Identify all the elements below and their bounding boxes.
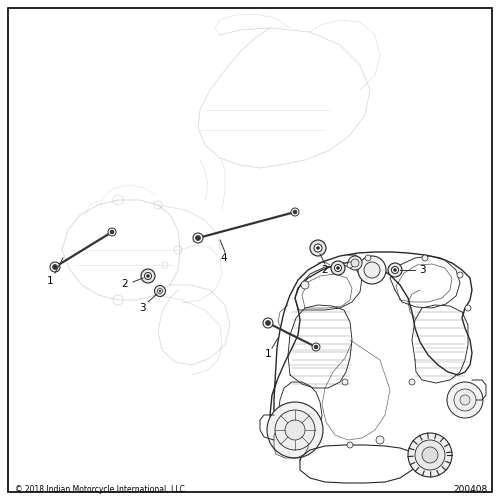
Circle shape (154, 286, 166, 296)
Circle shape (291, 208, 299, 216)
Text: 2: 2 (122, 279, 128, 289)
Circle shape (293, 210, 297, 214)
Circle shape (388, 263, 402, 277)
Text: 1: 1 (46, 276, 54, 286)
Circle shape (408, 433, 452, 477)
Circle shape (465, 305, 471, 311)
Text: 4: 4 (220, 253, 228, 263)
Circle shape (348, 256, 362, 270)
Circle shape (460, 395, 470, 405)
Circle shape (364, 262, 380, 278)
Text: © 2018 Indian Motorcycle International, LLC: © 2018 Indian Motorcycle International, … (15, 486, 185, 494)
Circle shape (301, 281, 309, 289)
Circle shape (196, 236, 200, 240)
Circle shape (310, 240, 326, 256)
Circle shape (266, 320, 270, 326)
Circle shape (347, 442, 353, 448)
Circle shape (365, 255, 371, 261)
Circle shape (159, 290, 161, 292)
Text: 2: 2 (322, 265, 328, 275)
Circle shape (314, 244, 322, 252)
Text: 200408: 200408 (454, 486, 488, 494)
Circle shape (146, 274, 150, 278)
Circle shape (447, 382, 483, 418)
Circle shape (415, 440, 445, 470)
Circle shape (316, 246, 320, 250)
Circle shape (342, 379, 348, 385)
Circle shape (158, 288, 162, 294)
Circle shape (331, 261, 345, 275)
Text: 3: 3 (418, 265, 426, 275)
Circle shape (141, 269, 155, 283)
Circle shape (336, 266, 340, 270)
Circle shape (334, 264, 342, 272)
Circle shape (267, 402, 323, 458)
Circle shape (422, 447, 438, 463)
Circle shape (376, 436, 384, 444)
Circle shape (285, 420, 305, 440)
Circle shape (454, 389, 476, 411)
Circle shape (110, 230, 114, 234)
Circle shape (394, 268, 396, 272)
Circle shape (263, 318, 273, 328)
Circle shape (392, 266, 398, 274)
Text: 1: 1 (264, 349, 272, 359)
Circle shape (108, 228, 116, 236)
Circle shape (457, 272, 463, 278)
Circle shape (144, 272, 152, 280)
Circle shape (409, 379, 415, 385)
Circle shape (347, 262, 353, 268)
Circle shape (358, 256, 386, 284)
Circle shape (314, 345, 318, 349)
Circle shape (52, 264, 58, 270)
Circle shape (275, 410, 315, 450)
Circle shape (422, 255, 428, 261)
Circle shape (351, 259, 359, 267)
Circle shape (312, 343, 320, 351)
Text: 3: 3 (138, 303, 145, 313)
Circle shape (193, 233, 203, 243)
Circle shape (50, 262, 60, 272)
